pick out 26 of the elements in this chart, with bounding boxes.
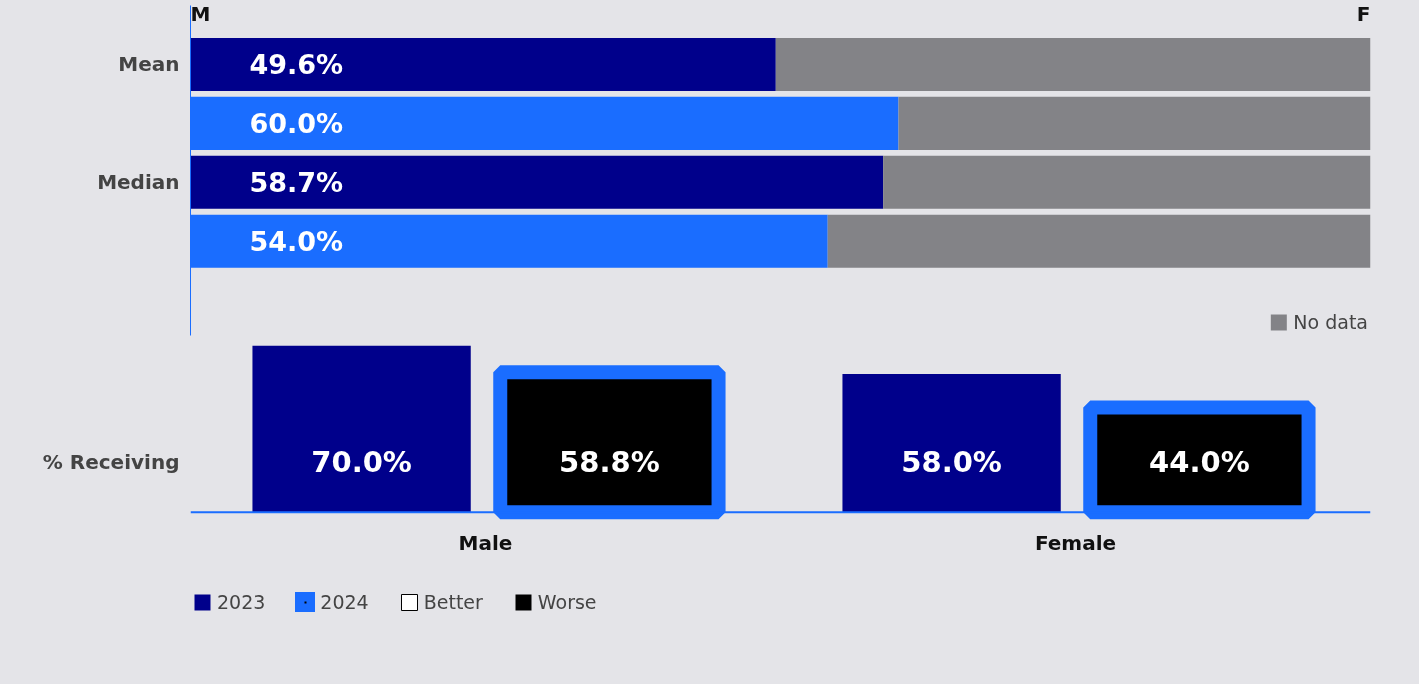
- y-tick-label: Median: [97, 170, 180, 195]
- bar: [775, 37, 1371, 91]
- bar: [827, 214, 1371, 268]
- data-label: 58.8%: [559, 445, 660, 480]
- annotation: M: [190, 2, 211, 27]
- data-label: 58.0%: [901, 445, 1002, 480]
- x-tick-label: Male: [458, 531, 513, 556]
- legend-label: No data: [1293, 311, 1368, 333]
- annotation: F: [1356, 2, 1371, 27]
- y-tick-label: Mean: [118, 52, 180, 77]
- bar: [883, 155, 1371, 209]
- bar: [190, 155, 884, 209]
- data-label: 70.0%: [311, 445, 412, 480]
- bar: [190, 37, 776, 91]
- bar: [898, 96, 1371, 150]
- data-label: 49.6%: [249, 48, 344, 80]
- y-axis-title: % Receiving: [42, 450, 180, 475]
- legend-label: Worse: [537, 591, 597, 613]
- x-tick-label: Female: [1034, 531, 1117, 556]
- legend-label: 2024: [320, 591, 369, 613]
- data-label: 54.0%: [249, 225, 344, 257]
- legend-label: Better: [423, 591, 483, 613]
- data-label: 58.7%: [249, 166, 344, 198]
- legend-label: 2023: [217, 591, 266, 613]
- data-label: 60.0%: [249, 107, 344, 139]
- data-label: 44.0%: [1149, 445, 1250, 480]
